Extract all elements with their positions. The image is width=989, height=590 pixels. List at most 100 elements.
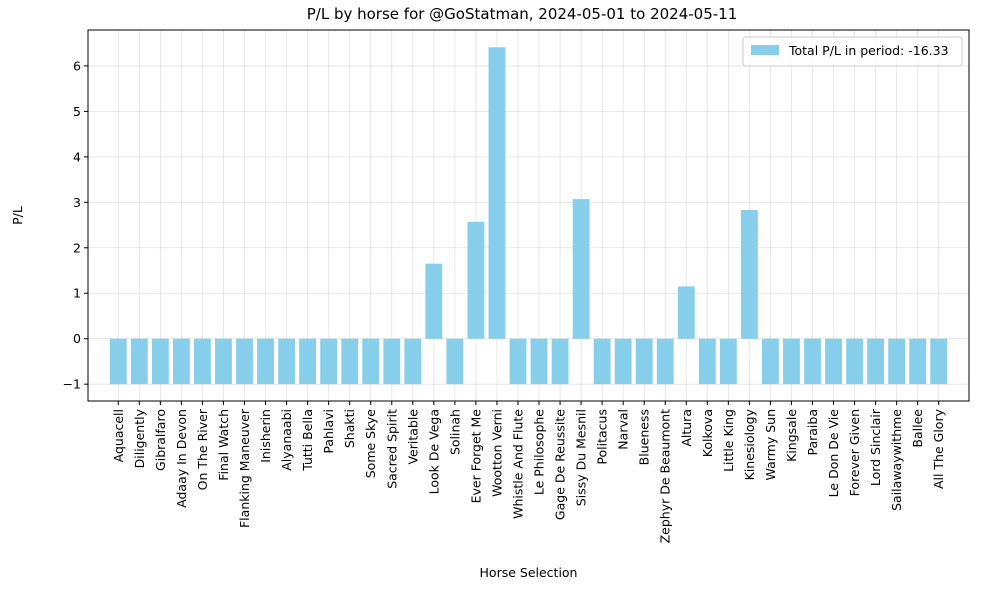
- bar-veritable: [404, 338, 422, 385]
- bar-paraiba: [804, 338, 821, 385]
- x-tick-label: Zephyr De Beaumont: [658, 409, 673, 544]
- bar-diligently: [130, 338, 148, 385]
- bar-le-philosophe: [530, 338, 548, 385]
- legend-swatch: [751, 45, 779, 55]
- x-tick-label: Narval: [616, 409, 631, 450]
- y-tick-label: 4: [73, 149, 81, 164]
- x-axis-label: Horse Selection: [480, 565, 578, 580]
- y-tick-label: 2: [73, 240, 81, 255]
- bar-some-skye: [362, 338, 380, 385]
- bar-solinah: [446, 338, 464, 385]
- bar-flanking-maneuver: [236, 338, 253, 385]
- y-tick-label: −1: [63, 377, 81, 392]
- bar-whistle-and-flute: [509, 338, 527, 385]
- bar-narval: [614, 338, 632, 385]
- y-tick-label: 0: [73, 331, 81, 346]
- bar-adaay-in-devon: [172, 338, 190, 385]
- x-tick-label: Diligently: [132, 408, 147, 468]
- bar-on-the-river: [194, 338, 211, 385]
- x-tick-label: Sissy Du Mesnil: [574, 409, 589, 506]
- bar-kingsale: [783, 338, 800, 385]
- x-axis: Aquacell Diligently Gibralfaro Adaay In Dev…: [111, 401, 946, 543]
- y-axis-label: P/L: [10, 206, 25, 225]
- x-tick-label: Alyanaabi: [279, 409, 294, 471]
- y-tick-label: 5: [73, 104, 81, 119]
- bar-sailawaywithme: [888, 338, 906, 385]
- bar-ballee: [909, 338, 927, 385]
- x-tick-label: All The Glory: [931, 408, 946, 489]
- x-tick-label: Kingsale: [784, 409, 799, 462]
- bar-little-king: [719, 338, 737, 385]
- x-tick-label: Ballee: [910, 409, 925, 448]
- x-tick-label: Sacred Spirit: [384, 409, 399, 489]
- bar-politacus: [593, 338, 611, 385]
- x-tick-label: Lord Sinclair: [868, 408, 883, 486]
- x-tick-label: Little King: [721, 409, 736, 472]
- x-tick-label: Shakti: [342, 409, 357, 448]
- x-tick-label: Pahlavi: [321, 409, 336, 454]
- bar-zephyr-de-beaumont: [656, 338, 674, 385]
- x-tick-label: Aquacell: [111, 409, 126, 462]
- x-tick-label: Whistle And Flute: [510, 409, 525, 519]
- bar-all-the-glory: [930, 338, 948, 385]
- y-tick-label: 1: [73, 286, 81, 301]
- x-tick-label: Paraiba: [805, 409, 820, 456]
- y-tick-label: 6: [73, 58, 81, 73]
- bar-wootton-verni: [488, 47, 506, 339]
- bar-gibralfaro: [151, 338, 169, 385]
- x-tick-label: Forever Given: [847, 409, 862, 496]
- bar-pahlavi: [320, 338, 338, 385]
- bar-alyanaabi: [278, 338, 295, 385]
- chart-title: P/L by horse for @GoStatman, 2024-05-01 …: [307, 5, 738, 23]
- x-tick-label: Final Watch: [216, 409, 231, 481]
- x-tick-label: Veritable: [405, 409, 420, 465]
- x-tick-label: Solinah: [447, 409, 462, 455]
- x-tick-label: On The River: [195, 408, 210, 490]
- bars-group: [109, 47, 948, 385]
- bar-final-watch: [215, 338, 232, 385]
- x-tick-label: Warmy Sun: [763, 409, 778, 480]
- bar-blueness: [635, 338, 653, 385]
- x-tick-label: Look De Vega: [426, 409, 441, 494]
- x-tick-label: Kinesiology: [742, 408, 757, 480]
- bar-shakti: [341, 338, 359, 385]
- x-tick-label: Kolkova: [700, 409, 715, 457]
- bar-lord-sinclair: [867, 338, 885, 385]
- bar-forever-given: [846, 338, 863, 385]
- bar-sacred-spirit: [383, 338, 401, 385]
- x-tick-label: Inisherin: [258, 409, 273, 463]
- x-tick-label: Adaay In Devon: [174, 409, 189, 508]
- plot-frame: [87, 29, 970, 402]
- bar-warmy-sun: [762, 338, 779, 385]
- bar-tutti-bella: [299, 338, 317, 385]
- x-tick-label: Altura: [679, 409, 694, 447]
- bar-kolkova: [698, 338, 716, 385]
- x-tick-label: Le Philosophe: [532, 409, 547, 495]
- x-tick-label: Gibralfaro: [153, 409, 168, 471]
- x-tick-label: Le Don De Vie: [826, 409, 841, 498]
- x-tick-label: Politacus: [595, 409, 610, 465]
- bar-sissy-du-mesnil: [572, 199, 590, 339]
- bar-ever-forget-me: [467, 221, 485, 339]
- x-tick-label: Some Skye: [363, 409, 378, 479]
- y-axis: −1 0 1 2 3 4 5 6: [63, 58, 88, 392]
- x-tick-label: Gage De Reussite: [553, 409, 568, 520]
- x-tick-label: Tutti Bella: [300, 409, 315, 472]
- y-tick-label: 3: [73, 195, 81, 210]
- bar-gage-de-reussite: [551, 338, 569, 385]
- bar-le-don-de-vie: [825, 338, 842, 385]
- bar-altura: [677, 286, 695, 339]
- legend-box: [742, 36, 963, 67]
- x-tick-label: Sailawaywithme: [889, 409, 904, 511]
- bar-inisherin: [257, 338, 274, 385]
- x-tick-label: Ever Forget Me: [468, 409, 483, 504]
- bar-kinesiology: [740, 210, 758, 339]
- x-tick-label: Flanking Maneuver: [237, 408, 252, 528]
- bar-aquacell: [109, 338, 127, 385]
- x-tick-label: Wootton Verni: [489, 409, 504, 497]
- bar-look-de-vega: [425, 263, 443, 339]
- x-tick-label: Blueness: [637, 409, 652, 465]
- legend: Total P/L in period: -16.33: [742, 36, 963, 67]
